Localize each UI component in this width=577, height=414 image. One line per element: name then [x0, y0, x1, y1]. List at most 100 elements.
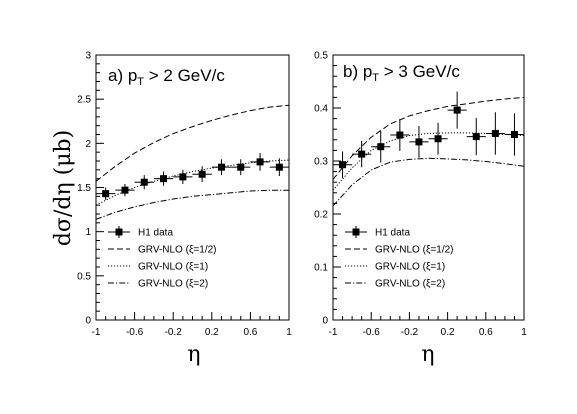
panel-a-x-tick-labels: -1 -0.6 -0.2 0.2 0.6 1: [92, 327, 293, 338]
panel-b-data-points: [333, 91, 524, 178]
panel-b-label-subscript: T: [372, 72, 379, 84]
panel-b-legend: H1 data GRV-NLO (ξ=1/2) GRV-NLO (ξ=1) GRV-N…: [345, 226, 454, 290]
panel-a-legend-label: GRV-NLO (ξ=1/2): [138, 245, 217, 256]
y-axis-title: dσ/dη (μb): [51, 130, 76, 246]
panel-a-data-point: [134, 175, 154, 190]
panel-a-legend-label: H1 data: [138, 228, 173, 239]
panel-a-curve-dashed: [95, 104, 290, 182]
panel-b-data-marker: [377, 143, 385, 151]
panel-a-x-tick-label: 1: [286, 327, 292, 338]
panel-a-legend-label: GRV-NLO (ξ=2): [138, 279, 208, 290]
panel-a-y-tick-label: 0.5: [77, 271, 91, 282]
panel-b-x-tick-label: -1: [329, 327, 338, 338]
panel-a-y-tick-label: 0: [85, 316, 91, 327]
panel-b-x-axis-title: η: [421, 342, 434, 367]
panel-b-data-point: [466, 118, 486, 156]
panel-a-x-tick-label: 0.6: [243, 327, 257, 338]
panel-b-legend-label: GRV-NLO (ξ=1/2): [375, 245, 454, 256]
panel-b-label: b) pT > 3 GeV/c: [343, 62, 460, 84]
panel-a-data-point: [250, 153, 270, 171]
panel-a-y-tick-labels: 0 0.5 1 1.5 2 2.5 3: [77, 51, 91, 327]
panel-a-legend-label: GRV-NLO (ξ=1): [138, 262, 208, 273]
panel-a-y-tick-label: 2: [85, 139, 91, 150]
panel-a-data-point: [153, 171, 174, 186]
panel-a-data-marker: [140, 178, 148, 186]
panel-a-data-point: [269, 158, 289, 177]
panel-b-legend-label: GRV-NLO (ξ=2): [375, 279, 445, 290]
panel-a-data-marker: [102, 190, 110, 198]
panel-a-data-point: [115, 183, 135, 197]
panel-b-x-tick-label: 0.2: [441, 327, 455, 338]
panel-a-data-point: [192, 166, 212, 183]
panel-b-legend-entry: H1 data: [345, 226, 410, 239]
panel-a-curves: [95, 104, 290, 220]
panel-b-y-tick-label: 0.5: [314, 51, 328, 62]
panel-b-data-marker: [491, 129, 499, 137]
panel-b-data-marker: [396, 131, 404, 139]
panel-b-legend-label: H1 data: [375, 228, 410, 239]
panel-a-curve-dashdot: [95, 189, 289, 220]
panel-a-data-point: [96, 187, 116, 200]
panel-b-data-marker: [415, 138, 423, 146]
panel-b-data-marker: [510, 131, 518, 138]
panel-b-legend-entry: GRV-NLO (ξ=2): [345, 279, 445, 290]
panel-b-y-tick-labels: 0 0.1 0.2 0.3 0.4 0.5: [314, 51, 328, 327]
panel-b-data-point: [485, 112, 505, 155]
panel-b-x-tick-label: -0.2: [401, 327, 419, 338]
panel-b-data-point: [352, 140, 372, 168]
panel-b-y-tick-label: 0.4: [314, 104, 328, 115]
panel-b-label-rest: > 3 GeV/c: [379, 62, 460, 81]
panel-a-data-marker: [160, 175, 168, 183]
panel-b-data-point: [371, 130, 391, 163]
panel-b-data-marker: [472, 133, 480, 141]
panel-a-y-tick-label: 3: [85, 51, 91, 62]
panel-a: 0 0.5 1 1.5 2 2.5 3 -1 -0.6 -0.2 0.2 0.6 1 a) pT > …: [77, 51, 292, 368]
panel-a-data-points: [96, 153, 289, 200]
panel-b-legend-label: GRV-NLO (ξ=1): [375, 262, 445, 273]
panel-b-data-point: [504, 113, 524, 156]
panel-a-x-tick-label: -0.2: [165, 327, 183, 338]
panel-b-ticks: [332, 54, 525, 321]
panel-a-y-tick-label: 2.5: [77, 95, 91, 106]
panel-a-data-point: [231, 159, 251, 176]
panel-b-curve-dashed: [332, 96, 525, 180]
panel-a-ticks: [95, 54, 290, 321]
panel-b-x-tick-label: 0.6: [479, 327, 493, 338]
panel-b-y-tick-label: 0.2: [314, 210, 328, 221]
panel-a-data-marker: [217, 163, 225, 171]
panel-a-label-rest: > 2 GeV/c: [144, 66, 225, 85]
panel-a-label: a) pT > 2 GeV/c: [108, 66, 225, 88]
panel-a-legend-entry: H1 data: [108, 226, 173, 239]
panel-a-legend-entry: GRV-NLO (ξ=2): [108, 279, 208, 290]
panel-a-legend: H1 data GRV-NLO (ξ=1/2) GRV-NLO (ξ=1) GRV-N…: [108, 226, 217, 290]
panel-a-label-subscript: T: [137, 76, 144, 88]
panel-a-data-marker: [237, 163, 245, 171]
panel-a-data-point: [211, 159, 232, 176]
panel-a-legend-marker: [115, 228, 123, 236]
panel-a-data-point: [173, 169, 193, 184]
panel-b-data-marker: [339, 161, 347, 169]
panel-b-y-tick-label: 0: [322, 316, 328, 327]
panel-a-data-marker: [121, 186, 129, 194]
panel-b-y-tick-label: 0.1: [314, 263, 328, 274]
panel-a-y-tick-label: 1.5: [77, 183, 91, 194]
panel-b-data-point: [333, 151, 353, 178]
panel-b-legend-marker: [352, 228, 360, 236]
panel-b-x-tick-label: -0.6: [363, 327, 381, 338]
panel-a-data-marker: [179, 173, 187, 181]
panel-b: 0 0.1 0.2 0.3 0.4 0.5 -1 -0.6 -0.2 0.2 0.6 1 b) pT…: [314, 51, 527, 368]
panel-b-legend-entry: GRV-NLO (ξ=1/2): [345, 245, 454, 256]
panel-b-data-marker: [434, 135, 442, 143]
panel-b-data-point: [428, 122, 448, 155]
panel-a-x-tick-label: -0.6: [126, 327, 144, 338]
panel-a-x-axis-title: η: [187, 342, 200, 367]
panel-b-y-tick-label: 0.3: [314, 157, 328, 168]
panel-a-data-marker: [198, 170, 206, 178]
panel-a-legend-entry: GRV-NLO (ξ=1): [108, 262, 208, 273]
panel-a-legend-entry: GRV-NLO (ξ=1/2): [108, 245, 217, 256]
panel-a-x-tick-label: -1: [92, 327, 101, 338]
panel-b-data-point: [447, 91, 467, 129]
panel-b-data-point: [390, 119, 410, 151]
panel-a-data-marker: [256, 158, 264, 166]
